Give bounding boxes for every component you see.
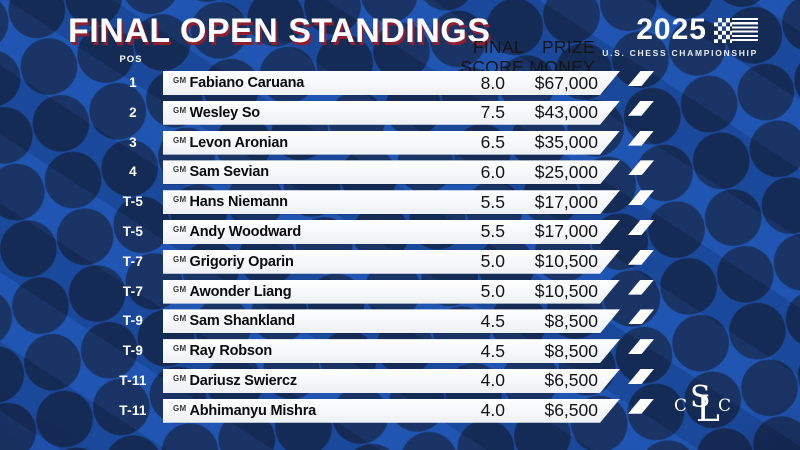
gm-title-label: GM bbox=[173, 314, 187, 324]
player-name: Wesley So bbox=[189, 104, 260, 121]
prize-money-value: $8,500 bbox=[544, 310, 598, 331]
gm-title-label: GM bbox=[173, 135, 187, 145]
player-bar: GM Ray Robson 4.5 $8,500 bbox=[163, 339, 620, 363]
standings-row: T-5 GM Hans Niemann 5.5 $17,000 bbox=[0, 190, 800, 214]
final-score-value: 4.5 bbox=[480, 310, 505, 331]
player-bar: GM Andy Woodward 5.5 $17,000 bbox=[163, 220, 620, 244]
standings-row: T-7 GM Awonder Liang 5.0 $10,500 bbox=[0, 279, 800, 304]
monogram-letter: C bbox=[718, 396, 732, 416]
gm-title-label: GM bbox=[173, 284, 187, 294]
player-name: Andy Woodward bbox=[189, 223, 302, 240]
player-bar: GM Sam Sevian 6.0 $25,000 bbox=[163, 160, 620, 184]
player-bar: GM Dariusz Swiercz 4.0 $6,500 bbox=[163, 369, 620, 393]
player-bar: GM Fabiano Caruana 8.0 $67,000 bbox=[163, 71, 620, 95]
standings-table: 1 GM Fabiano Caruana 8.0 $67,000 2 GM We… bbox=[0, 71, 800, 429]
slash-accent bbox=[628, 130, 654, 146]
player-name: Sam Sevian bbox=[189, 164, 269, 181]
monogram-letter: C bbox=[674, 396, 688, 416]
slash-accent bbox=[628, 309, 654, 325]
final-score-header-line1: FINAL bbox=[472, 37, 524, 57]
slash-accent bbox=[628, 219, 654, 235]
monogram-letter: L bbox=[696, 389, 720, 430]
player-bar: GM Wesley So 7.5 $43,000 bbox=[163, 101, 620, 125]
page-title: FINAL OPEN STANDINGS bbox=[68, 12, 491, 50]
gm-title-label: GM bbox=[173, 403, 187, 413]
gm-title-label: GM bbox=[173, 195, 187, 205]
slash-accent bbox=[628, 100, 654, 116]
gm-title-label: GM bbox=[173, 165, 187, 175]
saint-louis-chess-club-logo-icon: C S L C bbox=[672, 380, 742, 432]
final-score-value: 5.5 bbox=[480, 221, 505, 242]
chess-flag-icon bbox=[714, 17, 758, 43]
player-name: Grigoriy Oparin bbox=[189, 253, 294, 270]
final-score-value: 5.0 bbox=[480, 251, 505, 272]
prize-money-value: $10,500 bbox=[534, 251, 598, 272]
standings-row: T-9 GM Sam Shankland 4.5 $8,500 bbox=[0, 309, 800, 333]
gm-title-label: GM bbox=[173, 373, 187, 383]
prize-money-header-line1: PRIZE bbox=[541, 37, 595, 57]
final-score-value: 4.0 bbox=[480, 400, 505, 421]
player-bar: GM Awonder Liang 5.0 $10,500 bbox=[163, 280, 620, 304]
prize-money-value: $67,000 bbox=[534, 72, 598, 93]
prize-money-value: $6,500 bbox=[544, 370, 598, 391]
standings-row: 1 GM Fabiano Caruana 8.0 $67,000 bbox=[0, 71, 800, 95]
player-bar: GM Grigoriy Oparin 5.0 $10,500 bbox=[163, 250, 620, 274]
event-year: 2025 bbox=[636, 13, 707, 46]
slash-accent bbox=[628, 71, 654, 86]
slash-accent bbox=[628, 339, 654, 355]
final-score-value: 6.5 bbox=[480, 132, 505, 153]
final-score-value: 7.5 bbox=[480, 102, 505, 123]
final-score-value: 6.0 bbox=[480, 161, 505, 182]
standings-row: 3 GM Levon Aronian 6.5 $35,000 bbox=[0, 130, 800, 155]
gm-title-label: GM bbox=[173, 344, 187, 354]
player-name: Awonder Liang bbox=[189, 283, 292, 300]
slash-accent bbox=[628, 368, 654, 384]
player-name: Ray Robson bbox=[189, 343, 273, 360]
slash-accent bbox=[628, 160, 654, 176]
slash-accent bbox=[628, 249, 654, 265]
slash-accent bbox=[628, 190, 654, 206]
prize-money-value: $25,000 bbox=[534, 161, 598, 182]
player-name: Dariusz Swiercz bbox=[189, 372, 297, 389]
player-bar: GM Sam Shankland 4.5 $8,500 bbox=[163, 309, 620, 333]
gm-title-label: GM bbox=[173, 224, 187, 234]
player-bar: GM Abhimanyu Mishra 4.0 $6,500 bbox=[163, 399, 620, 423]
final-score-value: 4.5 bbox=[480, 340, 505, 361]
player-name: Fabiano Caruana bbox=[189, 75, 305, 91]
event-subtitle: U.S. CHESS CHAMPIONSHIP bbox=[602, 48, 758, 58]
prize-money-value: $8,500 bbox=[544, 340, 598, 361]
prize-money-value: $43,000 bbox=[534, 102, 598, 123]
final-score-value: 5.5 bbox=[480, 191, 505, 212]
prize-money-value: $10,500 bbox=[534, 281, 598, 302]
gm-title-label: GM bbox=[173, 254, 187, 264]
standings-row: T-5 GM Andy Woodward 5.5 $17,000 bbox=[0, 219, 800, 244]
flag-stripes-icon bbox=[732, 17, 758, 43]
final-score-value: 5.0 bbox=[480, 281, 505, 302]
gm-title-label: GM bbox=[173, 76, 187, 85]
player-name: Hans Niemann bbox=[189, 194, 288, 211]
checkerboard-icon bbox=[714, 17, 732, 43]
standings-row: 2 GM Wesley So 7.5 $43,000 bbox=[0, 100, 800, 125]
prize-money-value: $17,000 bbox=[534, 191, 598, 212]
final-score-value: 8.0 bbox=[480, 72, 505, 93]
event-logo: 2025 U.S. CHESS CHAMPIONSHIP bbox=[602, 15, 758, 58]
standings-row: T-9 GM Ray Robson 4.5 $8,500 bbox=[0, 339, 800, 363]
player-bar: GM Hans Niemann 5.5 $17,000 bbox=[163, 190, 620, 214]
slash-accent bbox=[628, 279, 654, 295]
player-name: Sam Shankland bbox=[189, 313, 295, 330]
player-name: Abhimanyu Mishra bbox=[189, 402, 317, 419]
pos-column-header: POS bbox=[119, 54, 143, 65]
prize-money-value: $17,000 bbox=[534, 221, 598, 242]
player-bar: GM Levon Aronian 6.5 $35,000 bbox=[163, 131, 620, 155]
final-score-value: 4.0 bbox=[480, 370, 505, 391]
player-name: Levon Aronian bbox=[189, 134, 288, 151]
standings-row: T-7 GM Grigoriy Oparin 5.0 $10,500 bbox=[0, 249, 800, 274]
prize-money-value: $35,000 bbox=[534, 132, 598, 153]
prize-money-value: $6,500 bbox=[544, 400, 598, 421]
slash-accent bbox=[628, 398, 654, 414]
gm-title-label: GM bbox=[173, 105, 187, 115]
standings-row: 4 GM Sam Sevian 6.0 $25,000 bbox=[0, 160, 800, 184]
